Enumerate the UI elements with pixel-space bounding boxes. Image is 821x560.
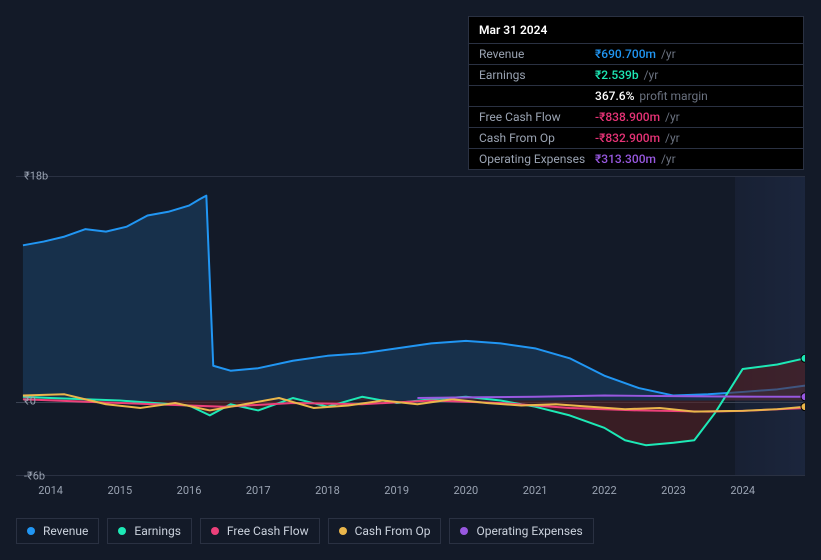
y-tick-label: ₹18b — [24, 170, 48, 183]
x-tick-label: 2024 — [730, 484, 755, 497]
legend-item[interactable]: Cash From Op — [328, 518, 442, 544]
tooltip-label: Revenue — [479, 47, 595, 61]
x-tick-label: 2021 — [523, 484, 548, 497]
legend-item[interactable]: Free Cash Flow — [200, 518, 320, 544]
tooltip-label: Free Cash Flow — [479, 110, 595, 124]
x-tick-label: 2014 — [38, 484, 63, 497]
legend-label: Cash From Op — [355, 524, 431, 538]
y-tick-label: ₹0 — [24, 395, 36, 408]
y-tick-label: -₹6b — [24, 470, 45, 483]
tooltip-row: Cash From Op-₹832.900m /yr — [469, 127, 803, 148]
x-tick-label: 2022 — [592, 484, 617, 497]
tooltip-value: -₹838.900m /yr — [595, 110, 793, 124]
tooltip-value: ₹690.700m /yr — [595, 47, 793, 61]
legend-item[interactable]: Revenue — [16, 518, 99, 544]
x-tick-label: 2017 — [246, 484, 271, 497]
chart-series — [16, 177, 805, 475]
legend-swatch — [211, 527, 219, 535]
legend-swatch — [339, 527, 347, 535]
financial-chart: ₹18b₹0-₹6b — [16, 158, 805, 478]
x-tick-label: 2018 — [315, 484, 340, 497]
x-tick-label: 2015 — [107, 484, 132, 497]
x-tick-label: 2020 — [453, 484, 478, 497]
tooltip-row: Free Cash Flow-₹838.900m /yr — [469, 106, 803, 127]
tooltip-value: ₹2.539b /yr — [595, 68, 793, 82]
x-tick-label: 2023 — [661, 484, 686, 497]
tooltip-row: Earnings₹2.539b /yr — [469, 64, 803, 85]
tooltip-value: 367.6% profit margin — [595, 89, 793, 103]
chart-legend: Revenue Earnings Free Cash Flow Cash From O… — [16, 518, 594, 544]
tooltip-label: Cash From Op — [479, 131, 595, 145]
legend-item[interactable]: Earnings — [107, 518, 192, 544]
tooltip-row: Revenue₹690.700m /yr — [469, 43, 803, 64]
legend-label: Earnings — [134, 524, 181, 538]
x-tick-label: 2019 — [384, 484, 409, 497]
legend-swatch — [118, 527, 126, 535]
x-tick-label: 2016 — [177, 484, 202, 497]
legend-swatch — [460, 527, 468, 535]
x-axis: 2014 2015 2016 2017 2018 2019 2020 2021 2022 2023… — [16, 484, 805, 500]
legend-item[interactable]: Operating Expenses — [449, 518, 593, 544]
legend-label: Free Cash Flow — [227, 524, 309, 538]
legend-label: Operating Expenses — [476, 524, 582, 538]
chart-tooltip: Mar 31 2024 Revenue₹690.700m /yrEarnings… — [468, 16, 804, 170]
legend-swatch — [27, 527, 35, 535]
tooltip-row: 367.6% profit margin — [469, 85, 803, 106]
plot-area[interactable] — [16, 176, 805, 476]
legend-label: Revenue — [43, 524, 88, 538]
tooltip-label — [479, 89, 595, 103]
tooltip-label: Earnings — [479, 68, 595, 82]
tooltip-value: -₹832.900m /yr — [595, 131, 793, 145]
tooltip-date: Mar 31 2024 — [469, 17, 803, 43]
